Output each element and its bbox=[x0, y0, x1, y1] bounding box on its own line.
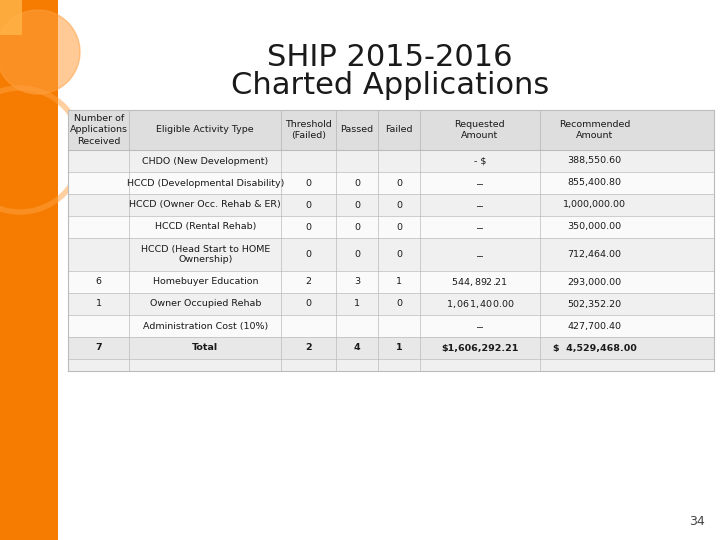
Text: 0: 0 bbox=[305, 179, 312, 187]
Bar bbox=[68, 172, 714, 194]
Text: Passed: Passed bbox=[341, 125, 374, 134]
Text: HCCD (Head Start to HOME
Ownership): HCCD (Head Start to HOME Ownership) bbox=[140, 245, 270, 264]
Text: 7: 7 bbox=[95, 343, 102, 353]
Text: Requested
Amount: Requested Amount bbox=[454, 120, 505, 140]
Text: 0: 0 bbox=[305, 222, 312, 232]
Bar bbox=[68, 271, 714, 293]
Bar bbox=[68, 150, 714, 172]
Text: 6: 6 bbox=[96, 278, 102, 287]
Text: 0: 0 bbox=[396, 200, 402, 210]
Bar bbox=[68, 293, 714, 315]
Text: Recommended
Amount: Recommended Amount bbox=[559, 120, 630, 140]
Text: 2: 2 bbox=[305, 278, 312, 287]
Text: $1,606,292.21: $1,606,292.21 bbox=[441, 343, 518, 353]
Text: Failed: Failed bbox=[385, 125, 413, 134]
Bar bbox=[68, 359, 714, 371]
Text: 0: 0 bbox=[354, 250, 360, 259]
Text: 0: 0 bbox=[396, 300, 402, 308]
Text: 712,464.00: 712,464.00 bbox=[567, 250, 621, 259]
Text: 4: 4 bbox=[354, 343, 361, 353]
Bar bbox=[68, 194, 714, 216]
Text: 0: 0 bbox=[354, 200, 360, 210]
Text: Eligible Activity Type: Eligible Activity Type bbox=[156, 125, 254, 134]
Text: $          - $: $ - $ bbox=[475, 250, 485, 259]
Text: $          - $: $ - $ bbox=[475, 179, 485, 187]
Text: $             - $: $ - $ bbox=[475, 321, 485, 330]
Text: 0: 0 bbox=[354, 222, 360, 232]
Bar bbox=[68, 315, 714, 337]
Bar bbox=[68, 238, 714, 271]
Text: 1: 1 bbox=[396, 278, 402, 287]
Text: 350,000.00: 350,000.00 bbox=[567, 222, 621, 232]
Text: 1: 1 bbox=[396, 343, 402, 353]
Bar bbox=[68, 216, 714, 238]
Bar bbox=[68, 337, 714, 359]
Text: HCCD (Owner Occ. Rehab & ER): HCCD (Owner Occ. Rehab & ER) bbox=[130, 200, 281, 210]
Text: Administration Cost (10%): Administration Cost (10%) bbox=[143, 321, 268, 330]
Text: $  4,529,468.00: $ 4,529,468.00 bbox=[553, 343, 636, 353]
Text: $  1,061,400.00 $: $ 1,061,400.00 $ bbox=[446, 298, 514, 310]
Bar bbox=[0, 0, 58, 540]
Text: 0: 0 bbox=[305, 250, 312, 259]
Text: 2: 2 bbox=[305, 343, 312, 353]
Text: 0: 0 bbox=[305, 300, 312, 308]
Text: Total: Total bbox=[192, 343, 218, 353]
Bar bbox=[68, 110, 714, 150]
Text: HCCD (Developmental Disability): HCCD (Developmental Disability) bbox=[127, 179, 284, 187]
Text: Charted Applications: Charted Applications bbox=[231, 71, 549, 99]
Text: 388,550.60: 388,550.60 bbox=[567, 157, 621, 165]
Text: 855,400.80: 855,400.80 bbox=[567, 179, 621, 187]
Text: 0: 0 bbox=[396, 222, 402, 232]
Text: SHIP 2015-2016: SHIP 2015-2016 bbox=[267, 43, 513, 71]
Text: 1: 1 bbox=[96, 300, 102, 308]
Text: CHDO (New Development): CHDO (New Development) bbox=[142, 157, 269, 165]
Bar bbox=[0, 0, 22, 35]
Text: 1: 1 bbox=[354, 300, 360, 308]
Text: 0: 0 bbox=[396, 179, 402, 187]
Text: $          - $: $ - $ bbox=[475, 222, 485, 232]
Text: 502,352.20: 502,352.20 bbox=[567, 300, 621, 308]
Text: 0: 0 bbox=[396, 250, 402, 259]
Text: $          - $: $ - $ bbox=[475, 200, 485, 210]
Text: 3: 3 bbox=[354, 278, 360, 287]
Text: 0: 0 bbox=[354, 179, 360, 187]
Text: 0: 0 bbox=[305, 200, 312, 210]
Text: 1,000,000.00: 1,000,000.00 bbox=[563, 200, 626, 210]
Text: $  544,892.21 $: $ 544,892.21 $ bbox=[451, 276, 508, 288]
Text: HCCD (Rental Rehab): HCCD (Rental Rehab) bbox=[155, 222, 256, 232]
Text: 293,000.00: 293,000.00 bbox=[567, 278, 621, 287]
Text: Homebuyer Education: Homebuyer Education bbox=[153, 278, 258, 287]
Text: 427,700.40: 427,700.40 bbox=[567, 321, 621, 330]
Text: Threshold
(Failed): Threshold (Failed) bbox=[285, 120, 332, 140]
Text: Owner Occupied Rehab: Owner Occupied Rehab bbox=[150, 300, 261, 308]
Text: - $: - $ bbox=[474, 157, 486, 165]
Text: 34: 34 bbox=[689, 515, 705, 528]
Text: Number of
Applications
Received: Number of Applications Received bbox=[70, 114, 127, 146]
Circle shape bbox=[0, 10, 80, 94]
